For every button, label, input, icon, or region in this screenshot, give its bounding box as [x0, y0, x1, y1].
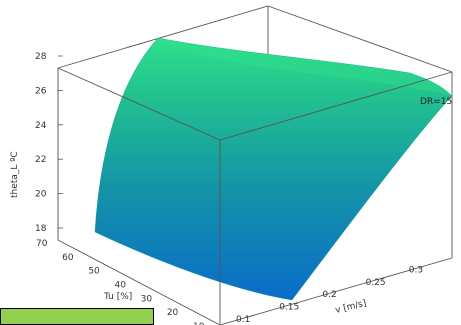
x-axis: 0.1 0.15 0.2 0.25 0.3 — [236, 265, 423, 325]
surface-top-edge — [158, 38, 452, 96]
x-tick-label: 0.3 — [409, 265, 423, 275]
box-edge — [219, 71, 453, 141]
x-tick-label: 0.25 — [366, 278, 386, 288]
z-tick-label: 26 — [35, 86, 47, 96]
box-edge — [57, 239, 221, 325]
z-tick-label: 22 — [35, 155, 46, 165]
z-tick-label: 24 — [35, 121, 47, 131]
box-edge — [219, 257, 453, 325]
y-tick-label: 70 — [36, 239, 48, 249]
surface — [94, 37, 453, 301]
series-annotation: DR=15 — [420, 97, 452, 107]
y-tick-label: 40 — [115, 281, 127, 291]
highlight-box — [0, 308, 154, 325]
y-tick-label: 60 — [62, 253, 74, 263]
y-tick-label: 30 — [141, 294, 153, 304]
box-edge — [267, 5, 453, 73]
box-edge — [57, 67, 221, 141]
z-tick-label: 18 — [35, 224, 47, 234]
box-edge — [57, 5, 269, 69]
plot-box-front — [57, 67, 453, 325]
y-tick-label: 50 — [88, 267, 100, 277]
z-tick-label: 28 — [35, 52, 47, 62]
x-axis-label: v [m/s] — [334, 299, 367, 316]
z-axis: 18 20 22 24 26 28 — [35, 52, 63, 234]
y-axis: 10 20 30 40 50 60 70 — [36, 239, 205, 325]
z-tick-label: 20 — [35, 190, 47, 200]
x-tick-label: 0.1 — [236, 315, 250, 325]
x-tick-label: 0.15 — [279, 303, 299, 313]
y-axis-label: Tu [%] — [103, 292, 132, 302]
y-tick-label: 20 — [167, 308, 179, 318]
z-axis-label: theta_L ºC — [10, 151, 20, 198]
y-tick-label: 10 — [193, 322, 205, 325]
x-tick-label: 0.2 — [322, 290, 336, 300]
